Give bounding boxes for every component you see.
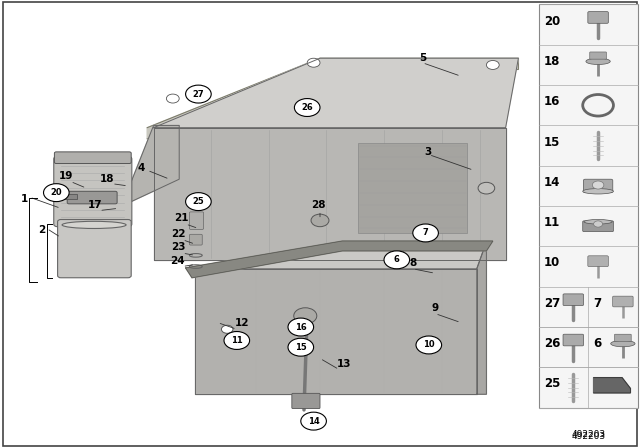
Circle shape xyxy=(294,308,317,324)
Polygon shape xyxy=(147,58,518,139)
Circle shape xyxy=(221,325,233,333)
FancyBboxPatch shape xyxy=(67,191,117,204)
Circle shape xyxy=(413,224,438,242)
Circle shape xyxy=(186,85,211,103)
Text: 11: 11 xyxy=(231,336,243,345)
Circle shape xyxy=(186,193,211,211)
Text: 7: 7 xyxy=(594,297,602,310)
Text: 22: 22 xyxy=(171,229,185,239)
Text: 15: 15 xyxy=(544,135,561,149)
FancyBboxPatch shape xyxy=(563,334,584,346)
Polygon shape xyxy=(195,269,477,394)
Ellipse shape xyxy=(586,58,611,65)
FancyBboxPatch shape xyxy=(189,234,202,245)
Text: 15: 15 xyxy=(295,343,307,352)
Ellipse shape xyxy=(611,340,635,347)
Text: 492203: 492203 xyxy=(572,432,605,441)
FancyBboxPatch shape xyxy=(614,334,631,341)
FancyBboxPatch shape xyxy=(590,52,607,59)
Circle shape xyxy=(224,332,250,349)
Circle shape xyxy=(384,251,410,269)
Text: 5: 5 xyxy=(419,53,426,63)
Circle shape xyxy=(294,99,320,116)
Circle shape xyxy=(486,60,499,69)
Polygon shape xyxy=(477,242,486,394)
FancyBboxPatch shape xyxy=(583,221,614,232)
Polygon shape xyxy=(195,242,486,269)
Circle shape xyxy=(307,58,320,67)
FancyBboxPatch shape xyxy=(612,296,633,307)
Text: 18: 18 xyxy=(100,174,115,184)
Text: 10: 10 xyxy=(544,256,560,270)
FancyBboxPatch shape xyxy=(58,220,131,278)
Polygon shape xyxy=(154,128,506,260)
Circle shape xyxy=(44,184,69,202)
Ellipse shape xyxy=(584,220,612,224)
FancyBboxPatch shape xyxy=(358,143,467,233)
Circle shape xyxy=(388,250,405,261)
Ellipse shape xyxy=(583,189,614,194)
Circle shape xyxy=(478,182,495,194)
Circle shape xyxy=(301,412,326,430)
Circle shape xyxy=(311,214,329,227)
Text: 6: 6 xyxy=(394,255,400,264)
FancyBboxPatch shape xyxy=(588,12,609,23)
Text: 17: 17 xyxy=(88,200,102,210)
Circle shape xyxy=(288,338,314,356)
Text: 27: 27 xyxy=(193,90,204,99)
FancyBboxPatch shape xyxy=(54,152,131,164)
Polygon shape xyxy=(122,125,179,206)
Text: 27: 27 xyxy=(544,297,560,310)
Text: 26: 26 xyxy=(544,337,561,350)
Text: 16: 16 xyxy=(295,323,307,332)
Text: 13: 13 xyxy=(337,359,351,369)
Text: 16: 16 xyxy=(544,95,561,108)
Text: 4: 4 xyxy=(137,163,145,173)
Text: 492203: 492203 xyxy=(572,430,605,439)
Text: 14: 14 xyxy=(544,176,561,189)
Circle shape xyxy=(288,318,314,336)
Text: 6: 6 xyxy=(594,337,602,350)
FancyBboxPatch shape xyxy=(563,294,584,306)
Text: 21: 21 xyxy=(174,213,188,223)
Circle shape xyxy=(593,221,603,227)
Text: 24: 24 xyxy=(171,256,185,266)
Polygon shape xyxy=(594,378,630,393)
Text: 25: 25 xyxy=(193,197,204,206)
Text: 20: 20 xyxy=(544,14,560,28)
Text: 9: 9 xyxy=(431,303,439,313)
FancyBboxPatch shape xyxy=(189,212,204,229)
Circle shape xyxy=(593,181,604,189)
Text: 20: 20 xyxy=(51,188,62,197)
FancyBboxPatch shape xyxy=(64,194,77,199)
Text: 12: 12 xyxy=(235,319,249,328)
Ellipse shape xyxy=(62,221,126,228)
Text: 8: 8 xyxy=(409,258,417,268)
Text: 28: 28 xyxy=(312,200,326,210)
Text: 19: 19 xyxy=(59,171,73,181)
Polygon shape xyxy=(186,241,493,278)
Text: 26: 26 xyxy=(301,103,313,112)
FancyBboxPatch shape xyxy=(588,256,609,267)
Text: 2: 2 xyxy=(38,225,45,235)
Circle shape xyxy=(166,94,179,103)
Text: 3: 3 xyxy=(424,147,431,157)
Text: 23: 23 xyxy=(171,242,185,252)
Text: 11: 11 xyxy=(544,216,560,229)
Text: 14: 14 xyxy=(308,417,319,426)
FancyBboxPatch shape xyxy=(539,4,638,408)
Text: 25: 25 xyxy=(544,377,561,391)
FancyBboxPatch shape xyxy=(3,2,637,446)
Polygon shape xyxy=(154,58,518,128)
Text: 7: 7 xyxy=(423,228,428,237)
Circle shape xyxy=(416,336,442,354)
Text: 10: 10 xyxy=(423,340,435,349)
Text: 18: 18 xyxy=(544,55,561,68)
FancyBboxPatch shape xyxy=(54,156,132,227)
FancyBboxPatch shape xyxy=(292,393,320,409)
FancyBboxPatch shape xyxy=(584,179,613,193)
Text: 1: 1 xyxy=(20,194,28,204)
